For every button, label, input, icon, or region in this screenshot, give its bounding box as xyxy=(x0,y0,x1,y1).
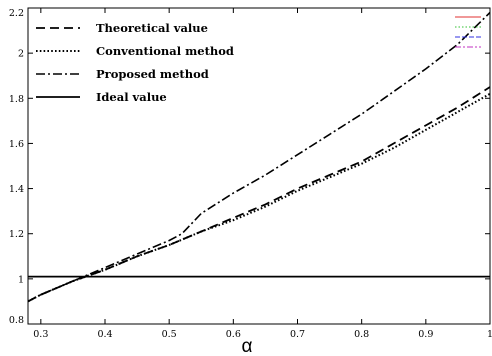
y-tick-label: 0.8 xyxy=(9,315,24,326)
chart-marks xyxy=(27,11,491,303)
x-tick-label: 1 xyxy=(487,329,492,340)
legend: Theoretical value Conventional method Prop… xyxy=(36,21,234,104)
x-tick-label: 0.5 xyxy=(162,329,177,340)
y-tick-label: 2 xyxy=(18,49,24,60)
x-tick-label: 0.6 xyxy=(226,329,241,340)
y-tick-label: 2.2 xyxy=(9,8,24,19)
y-tick-label: 1.8 xyxy=(9,94,24,105)
color-swatches xyxy=(455,16,481,48)
x-tick-label: 0.7 xyxy=(290,329,305,340)
series-line-3 xyxy=(27,11,491,303)
x-tick-label: 0.9 xyxy=(418,329,433,340)
y-tick-label: 1.6 xyxy=(9,139,24,150)
series-line-1 xyxy=(27,86,491,303)
legend-label-4: Ideal value xyxy=(96,90,167,104)
x-axis-title: α xyxy=(242,336,253,356)
y-tick-label: 1.4 xyxy=(9,184,24,195)
plot-frame xyxy=(27,7,491,325)
legend-label-2: Conventional method xyxy=(96,44,234,58)
y-tick-label: 1 xyxy=(18,274,24,285)
x-tick-label: 0.4 xyxy=(97,329,112,340)
series-line-2 xyxy=(27,92,491,303)
legend-label-1: Theoretical value xyxy=(96,21,208,35)
y-tick-label: 1.2 xyxy=(9,229,24,240)
legend-label-3: Proposed method xyxy=(96,67,209,81)
x-tick-label: 0.8 xyxy=(354,329,369,340)
x-tick-label: 0.3 xyxy=(33,329,48,340)
